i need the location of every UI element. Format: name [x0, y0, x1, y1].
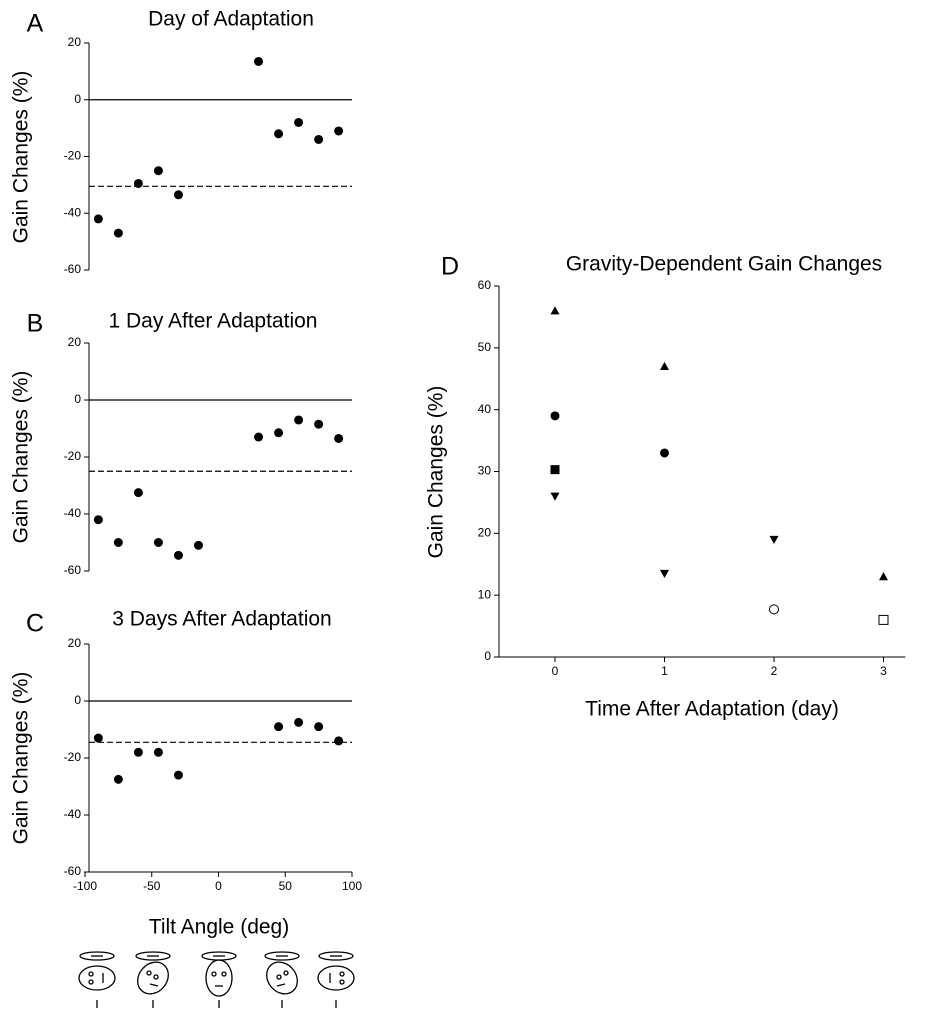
y-axis-label: Gain Changes (%)	[10, 71, 33, 244]
y-tick-label: 40	[478, 402, 492, 416]
y-tick-label: 30	[478, 464, 492, 478]
y-axis-label: Gain Changes (%)	[10, 371, 33, 544]
point	[660, 448, 669, 458]
y-tick-label: 10	[478, 587, 492, 601]
y-axis-label: Gain Changes (%)	[10, 672, 33, 845]
chart-title: Gravity-Dependent Gain Changes	[566, 253, 882, 276]
y-tick-label: -60	[64, 563, 82, 577]
point	[133, 747, 143, 757]
head-icon	[317, 951, 355, 1008]
point	[113, 774, 123, 784]
point	[173, 770, 183, 780]
point	[274, 129, 284, 139]
x-axis-label: Time After Adaptation (day)	[585, 698, 839, 721]
y-axis-label: Gain Changes (%)	[425, 386, 448, 559]
x-tick-label: 1	[661, 664, 668, 678]
x-tick-label: 50	[279, 879, 293, 893]
y-tick-label: 0	[74, 693, 81, 707]
point	[93, 214, 103, 224]
y-tick-label: -20	[64, 750, 82, 764]
x-tick-label: -50	[143, 879, 161, 893]
point	[334, 736, 344, 746]
point	[879, 572, 888, 581]
point	[153, 747, 163, 757]
point	[274, 722, 284, 732]
point	[550, 492, 560, 501]
point	[550, 411, 560, 421]
point	[133, 488, 143, 498]
point	[113, 228, 123, 238]
y-tick-label: 50	[478, 340, 492, 354]
x-axis-label: Tilt Angle (deg)	[149, 916, 289, 939]
x-tick-label: 3	[880, 664, 887, 678]
y-tick-label: 20	[478, 526, 492, 540]
head-icon	[264, 951, 300, 1008]
point	[334, 126, 344, 136]
x-tick-label: 100	[342, 879, 362, 893]
head-icon	[135, 951, 171, 1008]
panel-letter: B	[27, 310, 44, 338]
point	[878, 614, 889, 625]
panel-letter: A	[27, 10, 44, 38]
y-tick-label: 20	[68, 335, 82, 349]
point	[314, 722, 324, 732]
point	[93, 515, 103, 525]
head-icon	[78, 951, 116, 1008]
point	[254, 56, 264, 66]
x-tick-label: -100	[73, 879, 97, 893]
point	[294, 117, 304, 127]
y-tick-label: -40	[64, 807, 82, 821]
y-tick-label: 0	[74, 92, 81, 106]
point	[294, 717, 304, 727]
point	[550, 306, 560, 315]
y-tick-label: -40	[64, 205, 82, 219]
panel-letter: C	[26, 610, 44, 638]
point	[334, 433, 344, 443]
point	[193, 540, 203, 550]
y-tick-label: -20	[64, 149, 82, 163]
chart-title: 1 Day After Adaptation	[109, 310, 318, 333]
point	[173, 190, 183, 200]
y-tick-label: 0	[74, 392, 81, 406]
point	[274, 428, 284, 438]
y-tick-label: -60	[64, 262, 82, 276]
point	[660, 569, 669, 579]
x-tick-label: 0	[215, 879, 222, 893]
chart-title: Day of Adaptation	[148, 8, 314, 31]
head-icons	[78, 951, 355, 1008]
y-tick-label: 20	[68, 636, 82, 650]
y-tick-label: -40	[64, 506, 82, 520]
point	[294, 415, 304, 425]
y-tick-label: -60	[64, 864, 82, 878]
y-tick-label: 0	[484, 649, 491, 663]
panel-letter: D	[441, 253, 459, 281]
point	[113, 538, 123, 547]
y-tick-label: -20	[64, 449, 82, 463]
chart-title: 3 Days After Adaptation	[112, 608, 331, 631]
point	[173, 550, 183, 560]
y-tick-label: 60	[478, 278, 492, 292]
point	[550, 465, 560, 475]
point	[314, 134, 324, 144]
point	[153, 538, 163, 547]
point	[133, 178, 143, 188]
head-icon	[201, 951, 237, 1008]
point	[769, 535, 779, 545]
point	[660, 361, 669, 370]
y-tick-label: 20	[68, 35, 82, 49]
point	[93, 733, 103, 743]
point	[254, 432, 264, 442]
x-tick-label: 2	[771, 664, 778, 678]
x-tick-label: 0	[552, 664, 559, 678]
point	[153, 166, 163, 176]
point	[769, 604, 779, 615]
point	[314, 419, 324, 429]
